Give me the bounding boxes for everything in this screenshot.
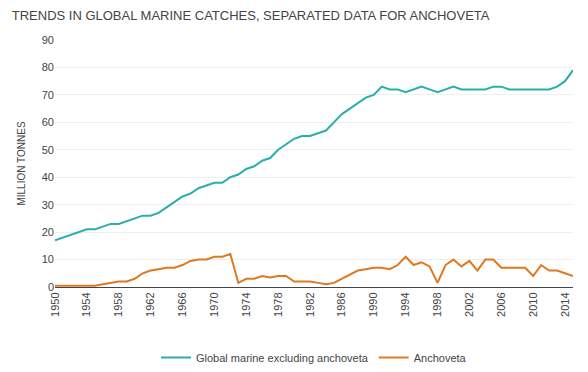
svg-text:1958: 1958 [112, 292, 124, 316]
svg-text:1966: 1966 [176, 292, 188, 316]
svg-text:10: 10 [42, 253, 54, 265]
svg-text:30: 30 [42, 199, 54, 211]
svg-text:1962: 1962 [144, 292, 156, 316]
svg-text:2010: 2010 [527, 292, 539, 316]
svg-text:Global marine excluding anchov: Global marine excluding anchoveta [196, 352, 369, 364]
svg-text:1994: 1994 [399, 292, 411, 316]
svg-text:90: 90 [42, 34, 54, 46]
svg-text:60: 60 [42, 116, 54, 128]
svg-text:1998: 1998 [431, 292, 443, 316]
svg-text:1974: 1974 [240, 292, 252, 316]
svg-text:2002: 2002 [463, 292, 475, 316]
svg-text:1986: 1986 [335, 292, 347, 316]
svg-text:1970: 1970 [208, 292, 220, 316]
svg-text:50: 50 [42, 144, 54, 156]
svg-text:20: 20 [42, 226, 54, 238]
svg-text:Anchoveta: Anchoveta [414, 352, 467, 364]
svg-text:1950: 1950 [49, 292, 61, 316]
svg-text:40: 40 [42, 171, 54, 183]
svg-text:2014: 2014 [559, 292, 571, 316]
svg-text:1978: 1978 [272, 292, 284, 316]
svg-text:2006: 2006 [495, 292, 507, 316]
svg-text:80: 80 [42, 61, 54, 73]
svg-text:0: 0 [48, 281, 54, 293]
svg-text:1954: 1954 [80, 292, 92, 316]
svg-text:TRENDS IN GLOBAL MARINE CATCHE: TRENDS IN GLOBAL MARINE CATCHES, SEPARAT… [12, 8, 490, 23]
svg-text:1990: 1990 [367, 292, 379, 316]
svg-text:70: 70 [42, 89, 54, 101]
svg-text:MILLION TONNES: MILLION TONNES [16, 121, 27, 205]
svg-text:1982: 1982 [304, 292, 316, 316]
